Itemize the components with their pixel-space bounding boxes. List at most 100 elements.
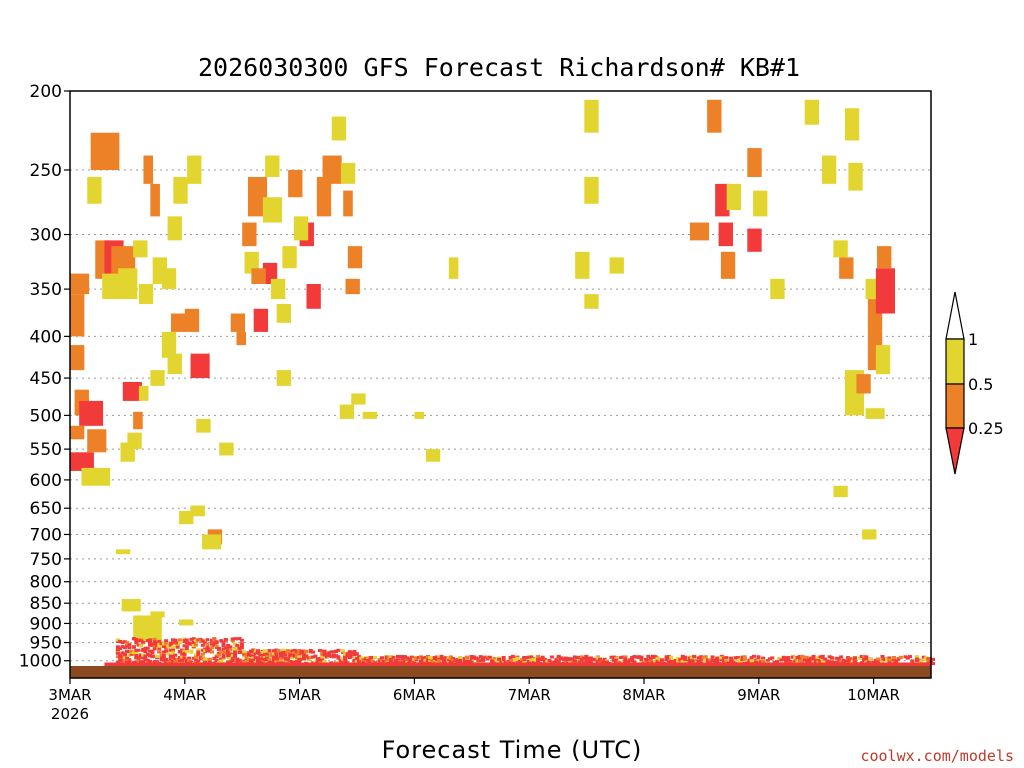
surface-cell — [164, 639, 169, 643]
x-tick-label: 9MAR — [737, 686, 780, 704]
surface-cell — [200, 643, 205, 647]
color-legend: 1 0.5 0.25 — [945, 291, 1004, 475]
surface-cell — [781, 655, 786, 659]
surface-cell — [171, 655, 176, 659]
surface-cell — [402, 656, 407, 660]
surface-cell — [735, 656, 740, 660]
surface-cell — [591, 657, 596, 661]
surface-cell — [230, 659, 235, 663]
surface-cell — [290, 649, 295, 653]
surface-cell — [262, 649, 267, 653]
surface-cell — [233, 637, 238, 641]
surface-cell — [540, 655, 545, 659]
heatmap-cell — [276, 370, 291, 386]
surface-cell — [676, 657, 681, 661]
surface-cell — [648, 660, 653, 664]
surface-cell — [347, 651, 352, 655]
surface-cell — [203, 657, 208, 661]
surface-cell — [807, 660, 812, 664]
x-axis-label: Forecast Time (UTC) — [382, 736, 643, 764]
surface-cell — [233, 642, 238, 646]
surface-cell — [593, 657, 598, 661]
surface-cell — [850, 660, 855, 664]
surface-cell — [813, 660, 818, 664]
surface-cell — [173, 642, 178, 646]
heatmap-cell — [244, 251, 259, 274]
surface-cell — [148, 639, 153, 643]
surface-cell — [363, 657, 368, 661]
surface-cell — [396, 655, 401, 659]
surface-cell — [664, 657, 669, 661]
surface-cell — [219, 639, 224, 643]
surface-cell — [131, 651, 136, 655]
surface-cell — [171, 638, 176, 642]
surface-cell — [699, 657, 704, 661]
surface-cell — [223, 651, 228, 655]
surface-cell — [283, 650, 288, 654]
heatmap-cell — [448, 257, 459, 279]
surface-cell — [710, 658, 715, 662]
surface-cell — [182, 639, 187, 643]
surface-cell — [154, 641, 159, 645]
surface-cell — [272, 660, 277, 664]
surface-cell — [193, 655, 198, 659]
surface-cell — [152, 654, 157, 658]
surface-cell — [210, 646, 215, 650]
surface-cell — [166, 652, 171, 656]
heatmap-cell — [79, 400, 104, 426]
surface-cell — [786, 658, 791, 662]
surface-cell — [451, 657, 456, 661]
surface-cell — [354, 657, 359, 661]
surface-cell — [724, 657, 729, 661]
surface-cell — [299, 657, 304, 661]
heatmap-cell — [184, 308, 200, 332]
surface-cell — [366, 658, 371, 662]
surface-cell — [554, 658, 559, 662]
surface-cell — [604, 660, 609, 664]
legend-label: 0.25 — [968, 419, 1004, 438]
surface-cell — [180, 648, 185, 652]
surface-cell — [738, 658, 743, 662]
ground-fill — [70, 665, 931, 678]
surface-cell — [625, 659, 630, 663]
heatmap-cell — [242, 222, 257, 247]
surface-cell — [171, 659, 176, 663]
surface-cell — [182, 637, 187, 641]
heatmap-cell — [584, 99, 599, 133]
surface-cell — [432, 660, 437, 664]
heatmap-cell — [316, 177, 332, 217]
surface-cell — [740, 657, 745, 661]
surface-cell — [430, 660, 435, 664]
surface-cell — [115, 645, 120, 649]
heatmap-cell — [844, 108, 860, 141]
surface-cell — [873, 658, 878, 662]
surface-cell — [171, 645, 176, 649]
surface-cell — [251, 658, 256, 662]
y-tick-label: 950 — [30, 634, 62, 654]
surface-cell — [614, 658, 619, 662]
plot-frame — [69, 90, 932, 679]
surface-cell — [258, 653, 263, 657]
surface-cell — [458, 657, 463, 661]
surface-cell — [425, 657, 430, 661]
surface-cell — [207, 647, 212, 651]
surface-cell — [134, 641, 139, 645]
surface-cell — [559, 656, 564, 660]
surface-cell — [441, 656, 446, 660]
surface-cell — [210, 650, 215, 654]
surface-cell — [171, 651, 176, 655]
surface-cell — [269, 652, 274, 656]
y-tick-label: 600 — [30, 471, 62, 491]
surface-cell — [157, 649, 162, 653]
surface-cell — [804, 658, 809, 662]
surface-cell — [292, 651, 297, 655]
surface-cell — [703, 655, 708, 659]
surface-cell — [168, 657, 173, 661]
surface-cell — [409, 656, 414, 660]
surface-cell — [866, 660, 871, 664]
surface-cell — [313, 660, 318, 664]
surface-cell — [389, 654, 394, 658]
heatmap-cell — [150, 611, 165, 618]
surface-cell — [315, 657, 320, 661]
